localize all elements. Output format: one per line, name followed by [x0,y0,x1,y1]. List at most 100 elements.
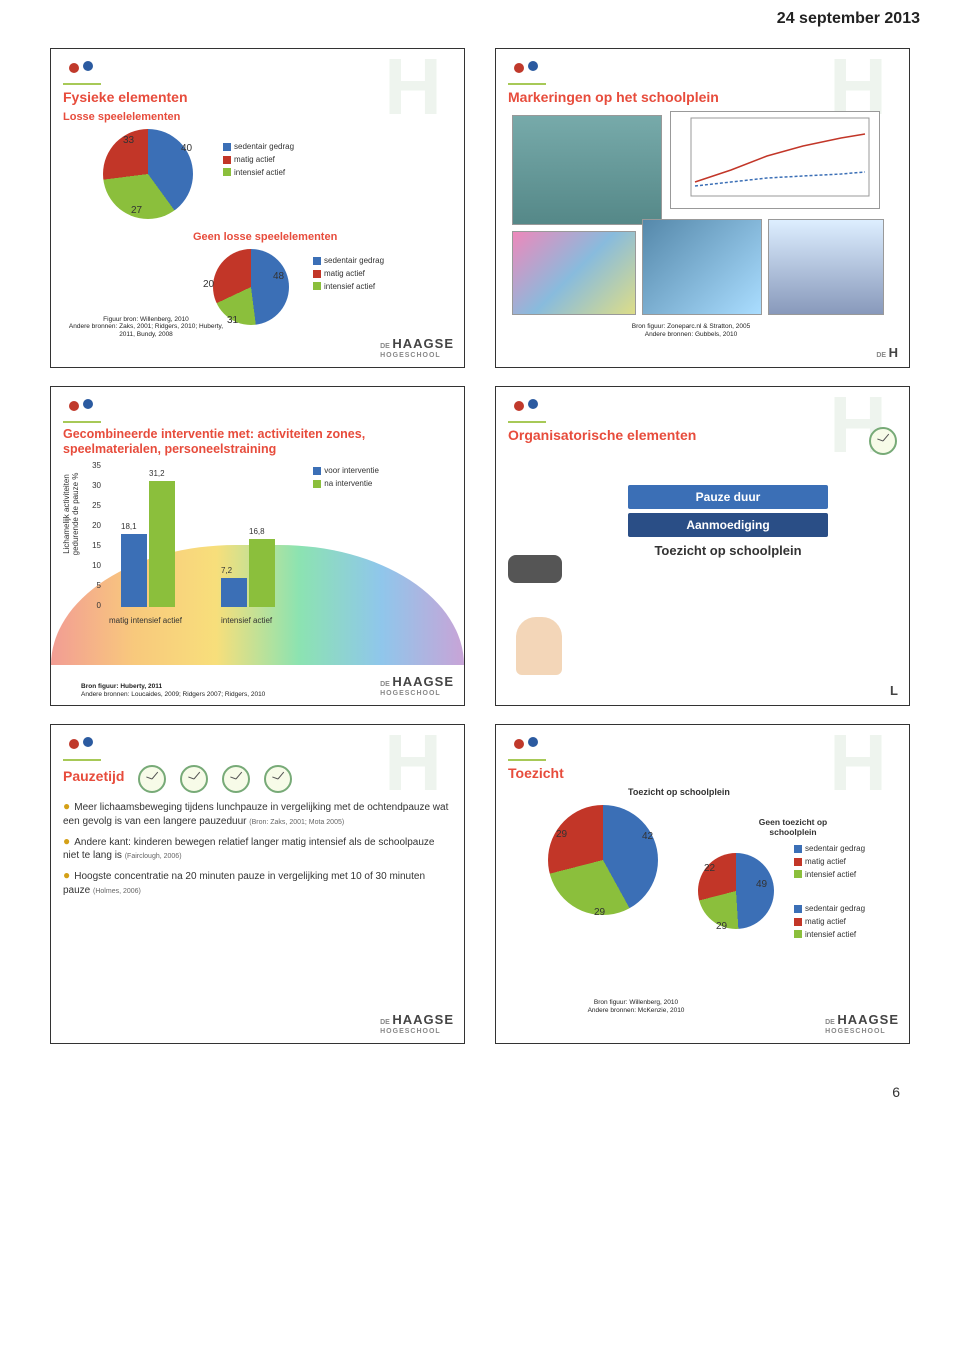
val-b-voor: 7,2 [221,566,232,575]
photo-4 [768,219,884,315]
p6b-v2: 29 [716,921,727,932]
slide-markeringen: H Markeringen op het schoolplein Bron fi… [495,48,910,368]
ylabel: Lichamelijk activiteiten gedurende de pa… [62,454,80,574]
kids-icon [508,61,546,85]
photo-1 [512,115,662,225]
leg-na: na interventie [324,479,372,488]
slide-fysieke-elementen: H Fysieke elementen Losse speelelementen… [50,48,465,368]
pie-losse [103,129,193,219]
binoculars-icon [508,555,562,583]
b1b: (Bron: Zaks, 2001; Mota 2005) [249,819,344,826]
leg-c: intensief actief [234,168,285,177]
page-date: 24 september 2013 [0,0,960,48]
legend1: sedentair gedrag matig actief intensief … [223,141,294,179]
cite2b: Andere bronnen: Gubbels, 2010 [586,331,796,339]
leg2-b: matig actief [324,269,365,278]
kids-icon [63,737,101,761]
b3b: (Holmes, 2006) [93,888,141,895]
slide-pauzetijd: H Pauzetijd ●Meer lichaamsbeweging tijde… [50,724,465,1044]
logo: L [890,684,899,697]
kids-icon [508,737,546,761]
clock-icon [869,427,897,455]
slide3-cite: Bron figuur: Huberty, 2011 Andere bronne… [81,683,361,699]
box-toezicht: Toezicht op schoolplein [628,543,828,560]
val-b-na: 16,8 [249,527,265,536]
leg-voor: voor interventie [324,466,379,475]
leg-b: matig actief [234,155,275,164]
y-axis: 35 30 25 20 15 10 5 0 [81,465,101,607]
l6c: intensief actief [805,870,856,879]
kids-icon [508,399,546,423]
leg-a: sedentair gedrag [234,142,294,151]
leg2-a: sedentair gedrag [324,256,384,265]
slide1-cite: Figuur bron: Willenberg, 2010 Andere bro… [61,316,231,339]
logo: DE HAAGSEHOGESCHOOL [380,337,454,359]
bar-b-voor [221,578,247,607]
val-a-na: 31,2 [149,469,165,478]
pie-toezicht [548,805,658,915]
slide6-cite: Bron figuur: Willenberg, 2010 Andere bro… [546,999,726,1015]
logo: DE H [876,346,899,359]
cat-a: matig intensief actief [109,616,182,625]
b2b: (Fairclough, 2006) [125,853,182,860]
cite3b: Andere bronnen: Loucaides, 2009; Ridgers… [81,691,361,699]
clock-icon [180,765,208,793]
page-number: 6 [0,1054,960,1120]
slide6-sub2: Geen toezicht op schoolplein [748,817,838,837]
slide-toezicht: H Toezicht Toezicht op schoolplein 42 29… [495,724,910,1044]
p6a-v3: 29 [556,829,567,840]
legend6b: sedentair gedrag matig actief intensief … [794,903,865,941]
logo: DE HAAGSEHOGESCHOOL [380,675,454,697]
watermark: H [368,731,458,1037]
logo: DE HAAGSEHOGESCHOOL [380,1013,454,1035]
kids-icon [63,61,101,85]
cat-b: intensief actief [221,616,272,625]
clock-icon [264,765,292,793]
slide4-title: Organisatorische elementen [508,427,859,443]
bar-b-na [249,539,275,607]
logo: DE HAAGSEHOGESCHOOL [825,1013,899,1035]
bar-legend: voor interventie na interventie [313,465,379,491]
slide5-title: Pauzetijd [63,768,124,784]
photo-2 [512,231,636,315]
box-pauze: Pauze duur [628,485,828,509]
leg2-c: intensief actief [324,282,375,291]
slide3-title: Gecombineerde interventie met: activitei… [63,427,452,457]
p6a-v2: 29 [594,907,605,918]
bar-a-na [149,481,175,607]
bar-a-voor [121,534,147,607]
p6a-v1: 42 [642,831,653,842]
l6a2: sedentair gedrag [805,904,865,913]
cite3a: Bron figuur: Huberty, 2011 [81,683,361,691]
l6c2: intensief actief [805,930,856,939]
clock-icon [222,765,250,793]
cite2a: Bron figuur: Zoneparc.nl & Stratton, 200… [586,323,796,331]
slide-grid: H Fysieke elementen Losse speelelementen… [0,48,960,1054]
box-aanmoediging: Aanmoediging [628,513,828,537]
chart-line [670,111,880,209]
pie1-v1: 40 [181,143,192,154]
clock-icon [138,765,166,793]
cite1b: Andere bronnen: Zaks, 2001; Ridgers, 201… [61,323,231,339]
cite6b: Andere bronnen: McKenzie, 2010 [546,1007,726,1015]
l6a: sedentair gedrag [805,844,865,853]
pie-geen-losse [213,249,289,325]
slide2-cite: Bron figuur: Zoneparc.nl & Stratton, 200… [586,323,796,339]
val-a-voor: 18,1 [121,522,137,531]
pie1-v2: 27 [131,205,142,216]
l6b: matig actief [805,857,846,866]
legend6a: sedentair gedrag matig actief intensief … [794,843,865,881]
barchart: Lichamelijk activiteiten gedurende de pa… [103,465,363,625]
hand-icon [516,617,562,675]
p6b-v3: 22 [704,863,715,874]
cite1a: Figuur bron: Willenberg, 2010 [61,316,231,324]
l6b2: matig actief [805,917,846,926]
pie2-v3: 20 [203,279,214,290]
cite6a: Bron figuur: Willenberg, 2010 [546,999,726,1007]
slide-gecombineerde: Gecombineerde interventie met: activitei… [50,386,465,706]
pie2-v1: 48 [273,271,284,282]
legend2: sedentair gedrag matig actief intensief … [313,255,384,293]
pie1-v3: 33 [123,135,134,146]
slide-organisatorische: H Organisatorische elementen Pauze duur … [495,386,910,706]
kids-icon [63,399,101,423]
